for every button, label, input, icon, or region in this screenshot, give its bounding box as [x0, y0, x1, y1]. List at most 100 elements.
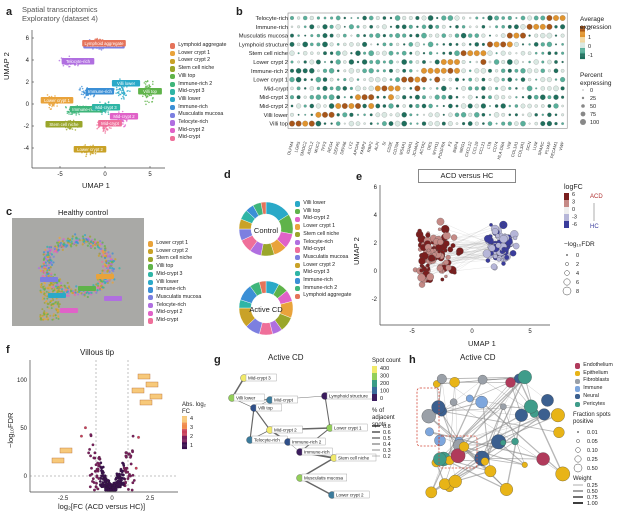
umap-point: [71, 113, 73, 116]
dot: [382, 34, 386, 38]
tissue-spot: [41, 275, 44, 278]
dot: [336, 113, 340, 117]
umap-node: [450, 243, 456, 248]
tissue-spot: [50, 259, 53, 262]
dot: [474, 77, 479, 82]
cluster-tag: Lymphoid aggregate: [84, 41, 124, 46]
colorbar-cell: [580, 45, 585, 47]
expr-legend-title: Average expression: [580, 16, 611, 31]
tissue-spot: [56, 309, 59, 312]
tissue-spot: [42, 251, 46, 254]
pct-tick: 25: [590, 96, 596, 102]
umap-point: [104, 130, 107, 132]
tissue-spot: [52, 313, 55, 316]
tissue-spot: [60, 286, 63, 289]
node-label-box: [331, 423, 368, 432]
gene-point: [125, 451, 128, 455]
umap-point: [62, 64, 65, 67]
dot: [507, 24, 512, 29]
dot: [322, 41, 328, 48]
legend-item: Endothelium: [575, 362, 613, 370]
frac-tick: 0.25: [587, 457, 598, 463]
dot: [447, 59, 454, 65]
network-edge: [518, 378, 564, 475]
dot: [541, 60, 545, 64]
panel-g: g Active CD Mid-crypt 3 Villi lower Mid-cr…: [210, 350, 405, 515]
dot: [475, 16, 479, 20]
legend-swatch: [575, 394, 581, 400]
node-label: Villi lower: [236, 395, 256, 400]
gene-label: ASCL2: [306, 140, 314, 155]
frac-title-2: positive: [573, 419, 594, 425]
spot-tick: 400: [380, 366, 389, 372]
gene-point: [91, 443, 95, 447]
dot: [461, 86, 466, 91]
expr-tick: -1: [588, 53, 593, 59]
dot: [414, 94, 420, 100]
tissue-spot: [77, 290, 81, 293]
tissue-spot: [53, 287, 56, 290]
umap-point: [122, 119, 124, 122]
expr-tick: 2: [588, 26, 591, 32]
umap-node: [513, 235, 518, 241]
dot: [409, 122, 412, 125]
node-label-box: [289, 437, 326, 446]
colorbar-cell: [580, 26, 585, 28]
umap-node: [456, 250, 462, 256]
tissue-spot: [55, 297, 58, 300]
dot: [553, 68, 559, 74]
dot: [348, 24, 354, 30]
dot: [534, 33, 539, 38]
gene-point: [114, 488, 118, 491]
dot: [488, 78, 492, 82]
dot: [289, 77, 295, 83]
tissue-spot: [105, 252, 108, 256]
celltype-node: [450, 448, 466, 464]
dot: [409, 34, 413, 38]
gene-label: TFF3: [320, 140, 328, 152]
tissue-spot: [43, 293, 46, 296]
dot: [316, 86, 321, 91]
tissue-spot: [66, 239, 69, 242]
cluster-tag-bg: [138, 88, 162, 95]
tissue-spot: [101, 254, 104, 257]
dot: [382, 121, 387, 126]
legend-swatch: [575, 386, 581, 392]
spot-tick: 0: [380, 396, 383, 402]
dot: [428, 33, 433, 38]
umap-node: [444, 274, 448, 279]
dot: [474, 112, 480, 118]
celltype-node: [449, 377, 460, 388]
legend-label: Lower crypt 1: [156, 240, 189, 246]
dot: [515, 78, 518, 81]
tissue-spot: [49, 266, 52, 269]
gene-point: [108, 482, 112, 485]
umap-node: [443, 240, 450, 247]
gene-label: VWF: [558, 141, 565, 152]
legend-item: Immune-rich: [170, 104, 226, 112]
abs-fc-tick: 1: [190, 443, 193, 449]
umap-point: [121, 110, 124, 113]
dot: [455, 122, 459, 125]
dot: [494, 104, 499, 108]
umap-point: [99, 101, 101, 103]
tissue-spot: [57, 305, 60, 308]
abs-fc-colorbar: [182, 434, 187, 436]
dot: [500, 41, 507, 48]
dot: [356, 113, 360, 116]
legend-item: Immune-rich 2: [295, 285, 351, 293]
umap-point: [107, 113, 110, 116]
tissue-spot: [55, 316, 58, 319]
dot: [554, 78, 558, 81]
tissue-spot: [39, 315, 42, 318]
gene-label: COL3A1: [516, 140, 525, 157]
abs-fc-colorbar: [182, 431, 187, 433]
dot: [482, 16, 485, 20]
gene-tag: [149, 393, 163, 400]
dot: [462, 96, 465, 99]
dot: [520, 77, 526, 82]
legend-item: Stem cell niche: [148, 255, 201, 263]
tissue-spot: [108, 279, 111, 282]
dot: [515, 52, 518, 55]
dot: [455, 25, 459, 29]
